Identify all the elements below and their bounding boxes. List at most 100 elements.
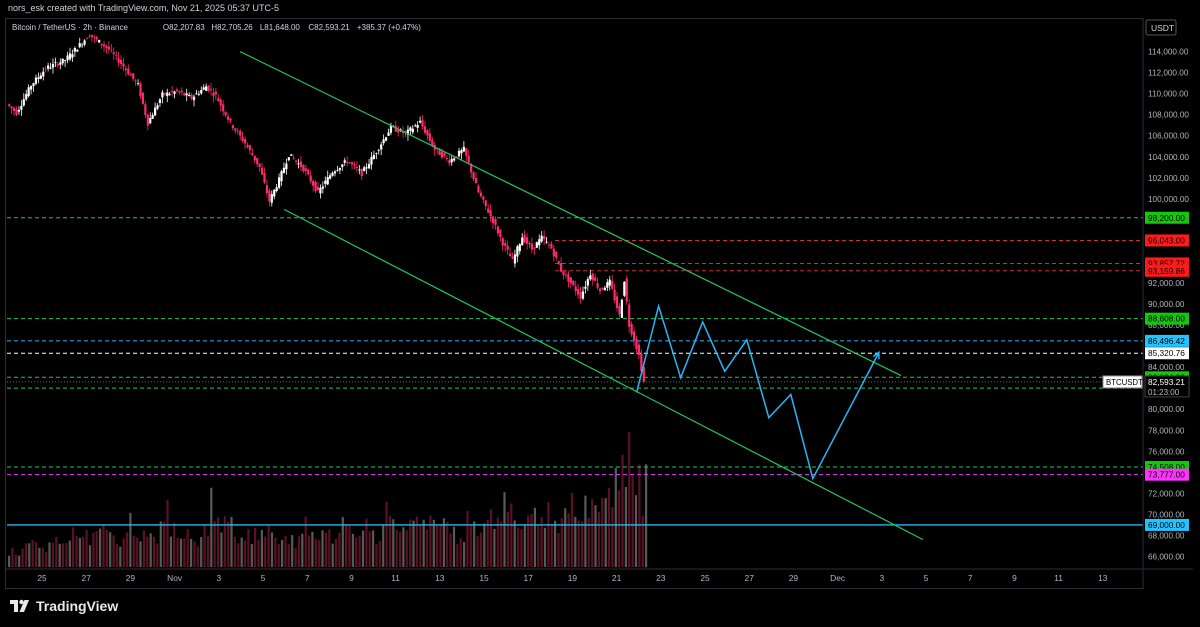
volume-bar [51,542,54,567]
y-tick-label: 104,000.00 [1148,153,1189,162]
candle-body [10,106,13,109]
volume-bar [520,529,523,567]
candle-body [219,99,222,106]
candle-body [54,62,57,64]
price-axis-panel [1143,18,1193,589]
volume-bar [557,533,560,567]
candle-body [314,182,317,192]
level-price-label: 93,857.72 [1148,258,1185,268]
volume-bar [152,536,156,567]
candle-body [632,331,636,341]
candle-body [88,36,91,38]
volume-bar [146,536,149,567]
candle-body [611,280,614,289]
volume-bar [436,525,439,567]
volume-bar [581,521,584,567]
candle-body [190,94,193,99]
candle-body [239,131,242,136]
candle-body [504,243,507,246]
volume-bar [75,536,78,567]
candle-body [591,273,594,281]
projection-path[interactable] [635,303,880,481]
candle-body [496,226,500,234]
candle-body [321,186,324,189]
x-tick-label: 17 [524,573,534,583]
volume-bar [112,535,115,567]
volume-bar [45,552,48,567]
candle-body [326,176,329,185]
volume-bar [301,533,304,567]
level-price-tag[interactable] [1145,518,1189,531]
candle-body [370,157,373,165]
candle-body [564,274,568,276]
volume-bar [254,527,257,567]
candle-body [307,169,310,175]
x-tick-label: 5 [261,573,266,583]
candle-body [93,36,96,38]
ticker-tag[interactable] [1102,375,1143,389]
candle-body [550,243,553,249]
candle-body [365,167,368,169]
volume-bar [641,515,644,567]
y-tick-label: 112,000.00 [1148,69,1189,78]
level-price-tag[interactable] [1145,211,1189,224]
last-price-tag[interactable] [1144,375,1190,398]
volume-bar [601,497,604,567]
volume-bar [240,537,243,567]
volume-bar [35,542,38,567]
candle-body [136,83,140,84]
candle-body [460,150,463,154]
channel-lower-line[interactable] [283,208,924,541]
candle-body [141,92,145,104]
candle-body [409,127,412,131]
volume-bar [510,503,513,567]
level-price-tag[interactable] [1145,234,1189,247]
volume-bar [308,535,311,567]
candle-body [256,158,259,165]
candle-body [472,172,475,179]
volume-bar [493,529,496,567]
volume-bar [527,515,530,567]
y-tick-label: 90,000.00 [1148,300,1185,309]
candle-body [8,104,11,106]
x-tick-label: 27 [745,573,755,583]
candle-body [316,186,320,190]
volume-bar [294,548,297,567]
channel-upper-line[interactable] [239,51,902,377]
candle-body [523,234,526,243]
candle-body [304,168,307,171]
level-price-tag[interactable] [1145,468,1189,481]
tradingview-brand[interactable]: TradingView [10,598,118,614]
candle-body [205,86,208,91]
price-chart[interactable]: 114,000.00 112,000.00 110,000.00 108,000.00… [0,0,1200,590]
level-price-tag[interactable] [1145,334,1189,347]
volume-bar [149,533,152,567]
volume-bar [399,531,402,567]
candle-body [253,155,256,161]
candle-body [363,167,366,172]
candle-body [37,77,40,80]
volume-bar [358,535,361,567]
volume-bar [449,533,452,567]
volume-bar [28,543,31,567]
candle-body [329,175,332,179]
volume-bar [126,532,129,567]
candle-body [280,171,283,182]
candle-body [22,99,25,106]
volume-bar [11,547,14,567]
level-price-tag[interactable] [1145,264,1189,277]
level-price-label: 86,496.42 [1148,336,1185,346]
currency-box[interactable] [1145,19,1177,36]
volume-bar [321,530,324,567]
volume-bar [483,523,486,567]
candle-body [117,58,120,63]
volume-bar [115,544,119,567]
level-price-tag[interactable] [1145,312,1189,325]
candle-body [222,104,225,112]
candle-body [625,278,628,302]
candle-body [640,354,643,372]
level-price-tag[interactable] [1145,347,1189,360]
volume-bar [82,536,85,567]
volume-bar [270,532,274,567]
volume-bar [139,541,142,567]
